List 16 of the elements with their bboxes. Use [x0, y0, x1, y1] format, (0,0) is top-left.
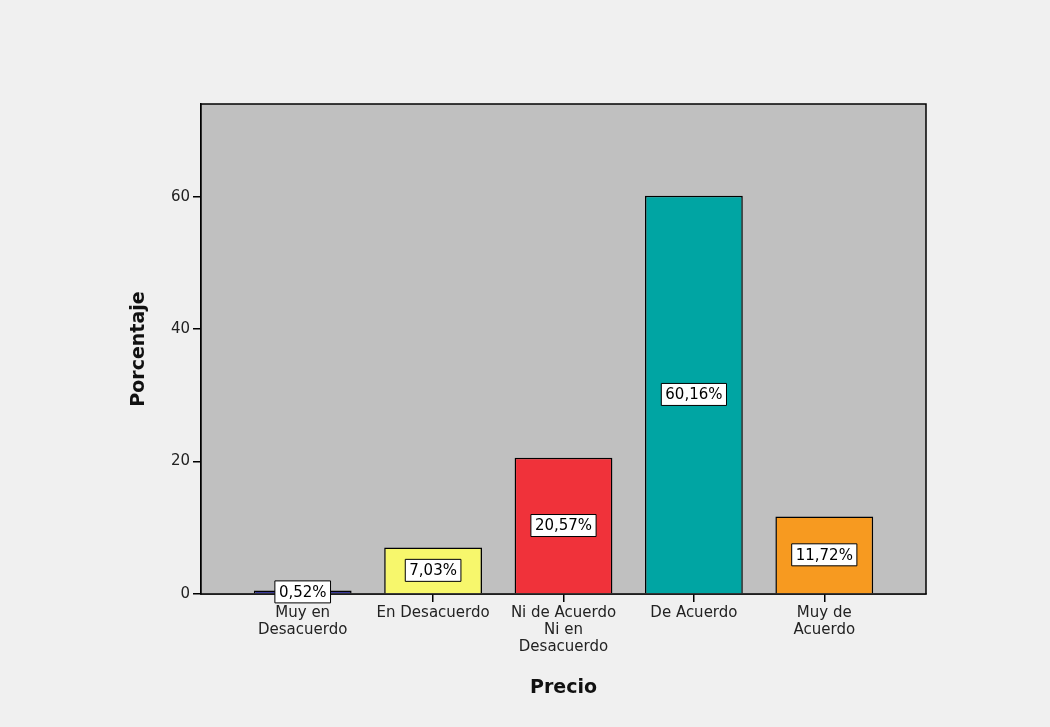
x-axis-title: Precio [529, 674, 598, 697]
y-axis-title: Porcentaje [126, 291, 149, 407]
data-label: 20,57% [534, 516, 593, 535]
data-label: 7,03% [409, 561, 457, 580]
y-tick-label: 0 [180, 583, 190, 602]
x-tick-label: De Acuerdo [650, 602, 738, 621]
y-tick-label: 60 [170, 186, 190, 205]
y-tick-label: 40 [170, 319, 190, 338]
x-tick-label: Muy de Acuerdo [793, 602, 856, 638]
data-label: 60,16% [665, 385, 723, 404]
data-label: 11,72% [795, 545, 853, 564]
data-label: 0,52% [278, 582, 327, 601]
x-tick-label: Ni de Acuerdo Ni en Desacuerdo [510, 602, 617, 656]
x-tick-label: En Desacuerdo [376, 602, 490, 621]
y-tick-label: 20 [170, 451, 190, 470]
x-tick-label: Muy en Desacuerdo [258, 602, 348, 638]
